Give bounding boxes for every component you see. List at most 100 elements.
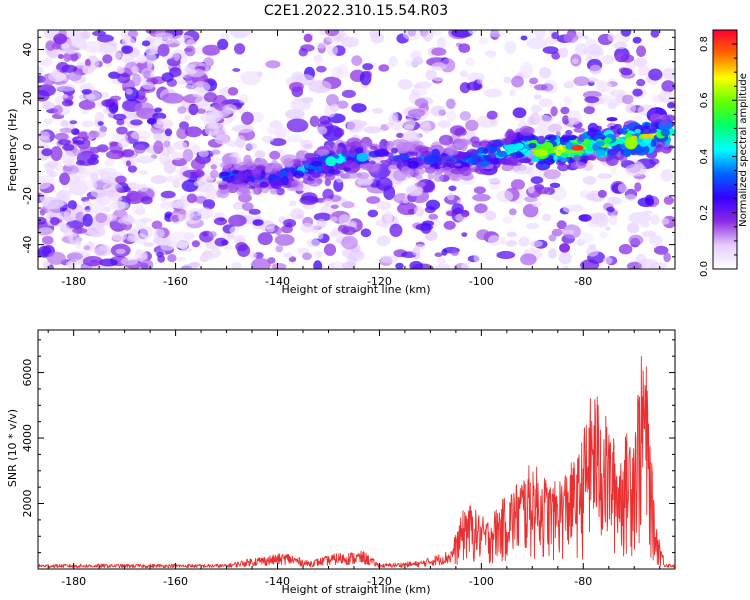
spectrogram-cell [434,252,443,257]
spectrogram-cell [362,63,374,71]
spectrogram-cell [415,168,426,175]
spectrogram-cell [508,208,517,216]
spectrogram-cell [238,94,249,104]
spectrogram-cell [585,156,595,161]
spectrogram-cell [43,118,54,125]
spectrogram-cell [412,247,421,256]
colorbar-frame [712,29,738,270]
spectrogram-cell [341,226,357,236]
spectrogram-cell [298,48,308,57]
spectrogram-cell [610,126,615,130]
spectrogram-cell [245,161,256,171]
spectrogram-cell [341,201,355,209]
spectrogram-cell [520,35,528,41]
spectrogram-cell [602,256,613,265]
spectrogram-cell [485,50,497,58]
spectrogram-cell [210,247,221,259]
spectrogram-cell [182,148,194,162]
spectrogram-cell [583,106,595,115]
spectrogram-cell [116,66,125,74]
spectrogram-cell [177,214,187,221]
spectrogram-cell [154,32,174,40]
spectrogram-cell [252,219,264,226]
spectrogram-cell [190,144,201,155]
spectrogram-cell [504,40,517,54]
spectrogram-cell [643,210,653,216]
spectrogram-cell [303,33,313,43]
spectrogram-cell [360,228,372,238]
spectrogram-cell [140,217,152,223]
spectrogram-cell [341,235,358,250]
spectrogram-cell [585,247,599,257]
spectrogram-cell [402,30,422,41]
spectrogram-cell [391,147,398,154]
spectrogram-cell [565,150,572,154]
spectrogram-cell [395,262,404,269]
spectrogram-cell [367,209,379,218]
spectrogram-cell [407,108,426,118]
spectrogram-cell [316,218,327,229]
spectrogram-cell [487,146,496,153]
spectrogram-cell [121,37,136,46]
spectrogram-cell [560,152,568,158]
spectrogram-cell [157,43,170,57]
spectrogram-cell [290,182,298,187]
y-tick-label: 2000 [21,490,34,518]
spectrogram-cell [595,140,605,147]
spectrogram-cell [471,159,479,166]
spectrogram-cell [595,149,606,157]
spectrogram-cell [128,181,137,189]
spectrogram-cell [649,158,660,165]
spectrogram-cell [55,83,76,92]
spectrogram-cell [244,142,258,150]
spectrogram-cell [275,245,284,253]
colorbar-tick-label: 0.8 [699,36,710,52]
spectrogram-cell [460,166,472,177]
spectrogram-cell [229,30,251,39]
figure-title: C2E1.2022.310.15.54.R03 [264,3,448,19]
spectrogram-cell [567,110,582,125]
spectrogram-cell [445,148,459,156]
spectrogram-cell [297,247,310,254]
spectrogram-cell [50,171,58,178]
spectrogram-cell [534,148,548,157]
spectrogram-cell [155,228,165,239]
spectrogram-cell [653,147,664,153]
x-tick-label: -80 [574,575,592,588]
snr-y-label: SNR (10 * v/v) [6,409,19,487]
spectrogram-cell [566,134,577,141]
spectrogram-cell [316,65,327,73]
spectrogram-cell [625,103,637,114]
spectrogram-cell [663,196,674,205]
spectrogram-cell [582,46,605,57]
spectrogram-cell [388,55,398,68]
spectrogram-cell [56,189,72,202]
spectrogram-cell [606,155,619,166]
spectrogram-cell [176,241,189,249]
spectrogram-cell [319,115,331,125]
spectrogram-cell [455,144,465,150]
spectrogram-cell [402,198,409,204]
spectrogram-cell [99,125,108,133]
spectrogram-cell [556,220,567,230]
spectrogram-cell [562,265,570,269]
spectrogram-cell [653,245,669,255]
spectrogram-cell [637,64,650,76]
spectrogram-cell [608,214,618,226]
spectrogram-cell [117,72,131,84]
spectrogram-cell [217,38,229,51]
spectrogram-cell [624,136,638,150]
spectrogram-cell [613,41,628,50]
spectrogram-cell [226,234,236,239]
spectrogram-cell [242,202,254,212]
spectrogram-cell [304,152,317,160]
spectrogram-cell [661,80,675,93]
spectrogram-cell [558,47,569,58]
spectrogram-cell [84,58,91,67]
spectrogram-cell [459,111,471,121]
spectrogram-cell [56,61,70,73]
spectrogram-cell [131,65,139,74]
spectrogram-cell [250,182,259,188]
spectrogram-cell [376,235,391,247]
spectrogram-cell [447,192,455,201]
